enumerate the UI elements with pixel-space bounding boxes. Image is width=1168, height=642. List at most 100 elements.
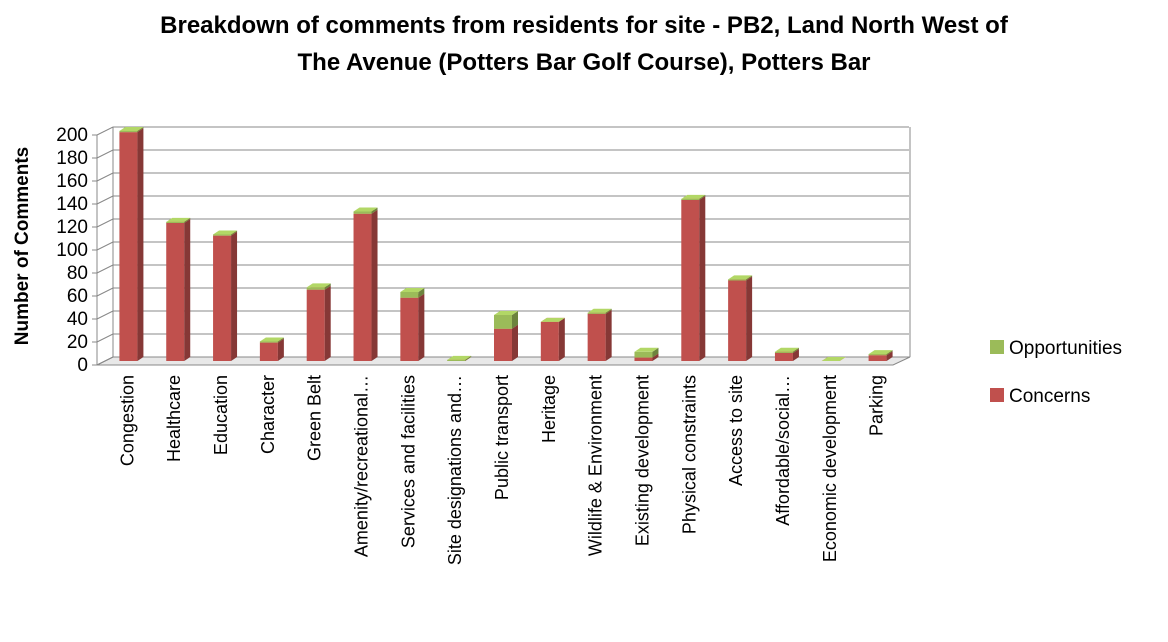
x-tick-label: Services and facilities xyxy=(398,375,418,548)
y-tick-label: 100 xyxy=(56,240,88,261)
bar-face xyxy=(231,230,238,236)
bar-face xyxy=(418,288,425,298)
y-tick-label: 180 xyxy=(56,148,88,169)
bar-face xyxy=(119,127,144,131)
bar-segment xyxy=(166,217,191,223)
bar-face xyxy=(746,276,753,361)
bar-face xyxy=(119,131,138,133)
grid-line xyxy=(96,264,114,274)
y-tick-label: 60 xyxy=(67,286,88,307)
grid-line xyxy=(96,149,114,159)
bar-face xyxy=(259,342,278,361)
bar-face xyxy=(605,308,612,314)
x-tick-label: Existing development xyxy=(632,375,652,546)
bar-face xyxy=(886,350,893,356)
bar-face xyxy=(306,289,325,361)
chart-title: Breakdown of comments from residents for… xyxy=(160,12,1009,39)
bar-face xyxy=(886,351,893,361)
grid-line xyxy=(96,310,114,320)
y-tick-label: 40 xyxy=(67,309,88,330)
bar-face xyxy=(821,357,846,361)
x-tick-label: Wildlife & Environment xyxy=(586,375,606,556)
bar-segment xyxy=(681,194,706,200)
bar-face xyxy=(868,350,893,355)
bar-segment xyxy=(540,317,565,361)
y-tick-label: 20 xyxy=(67,332,88,353)
bar-segment xyxy=(306,283,331,290)
x-tick-label: Green Belt xyxy=(305,375,325,461)
bar-face xyxy=(400,292,419,298)
x-tick-label: Access to site xyxy=(726,375,746,486)
bar-face xyxy=(681,198,700,200)
bar-face xyxy=(587,312,606,314)
bar-segment xyxy=(494,311,518,329)
bar-face xyxy=(652,347,659,358)
bar-face xyxy=(137,127,144,133)
bar-face xyxy=(259,341,278,343)
bar-segment xyxy=(400,293,425,361)
bar-face xyxy=(447,359,466,361)
bar-face xyxy=(184,219,191,361)
bar-face xyxy=(605,309,612,361)
bar-face xyxy=(184,217,191,223)
bar-face xyxy=(681,194,706,199)
bar-face xyxy=(792,347,799,353)
y-tick-label: 160 xyxy=(56,171,88,192)
bar-segment xyxy=(494,324,518,361)
x-tick-label: Parking xyxy=(867,375,887,436)
bar-segment xyxy=(587,309,612,361)
bar-face xyxy=(728,279,747,281)
x-tick-label: Congestion xyxy=(117,375,137,466)
x-tick-label: Healthcare xyxy=(164,375,184,462)
bar-face xyxy=(447,355,472,360)
bar-segment xyxy=(634,347,659,358)
bar-face xyxy=(494,328,512,361)
grid-line xyxy=(96,126,114,136)
grid-line xyxy=(96,218,114,228)
bar-face xyxy=(587,313,606,361)
x-tick-label: Site designations and… xyxy=(445,375,465,565)
bar-segment xyxy=(213,231,238,361)
bar-face xyxy=(259,337,284,342)
bar-face xyxy=(540,317,565,322)
y-tick-label: 120 xyxy=(56,217,88,238)
bar-face xyxy=(306,287,325,290)
bar-face xyxy=(277,337,284,343)
grid-line xyxy=(96,287,114,297)
grid-line xyxy=(96,172,114,182)
bar-segment xyxy=(728,275,753,281)
bar-face xyxy=(587,308,612,313)
bar-face xyxy=(465,355,472,361)
bar-segment xyxy=(540,317,565,322)
bar-segment xyxy=(587,308,612,314)
bar-face xyxy=(324,283,331,290)
x-tick-label: Affordable/social… xyxy=(773,375,793,526)
bar-segment xyxy=(774,347,799,353)
y-axis-title: Number of Comments xyxy=(12,147,33,345)
bar-face xyxy=(728,280,747,361)
bar-face xyxy=(213,234,232,236)
bar-face xyxy=(119,132,138,361)
bar-face xyxy=(652,353,659,361)
legend-label: Opportunities xyxy=(1009,338,1122,359)
bar-face xyxy=(418,293,425,361)
x-tick-label: Education xyxy=(211,375,231,455)
legend-label: Concerns xyxy=(1009,386,1090,407)
bar-face xyxy=(400,288,425,292)
x-tick-label: Character xyxy=(258,375,278,454)
bar-segment xyxy=(728,276,753,361)
bar-face xyxy=(792,348,799,361)
legend-swatch xyxy=(990,340,1004,354)
bar-segment xyxy=(166,219,191,361)
grid-line xyxy=(96,195,114,205)
y-tick-label: 140 xyxy=(56,194,88,215)
bar-face xyxy=(306,283,331,288)
bar-segment xyxy=(119,128,144,361)
x-tick-label: Physical constraints xyxy=(679,375,699,534)
bar-face xyxy=(512,324,518,361)
bar-face xyxy=(353,213,372,361)
bar-face xyxy=(231,231,238,361)
bar-segment xyxy=(353,207,378,214)
bar-face xyxy=(558,317,565,361)
